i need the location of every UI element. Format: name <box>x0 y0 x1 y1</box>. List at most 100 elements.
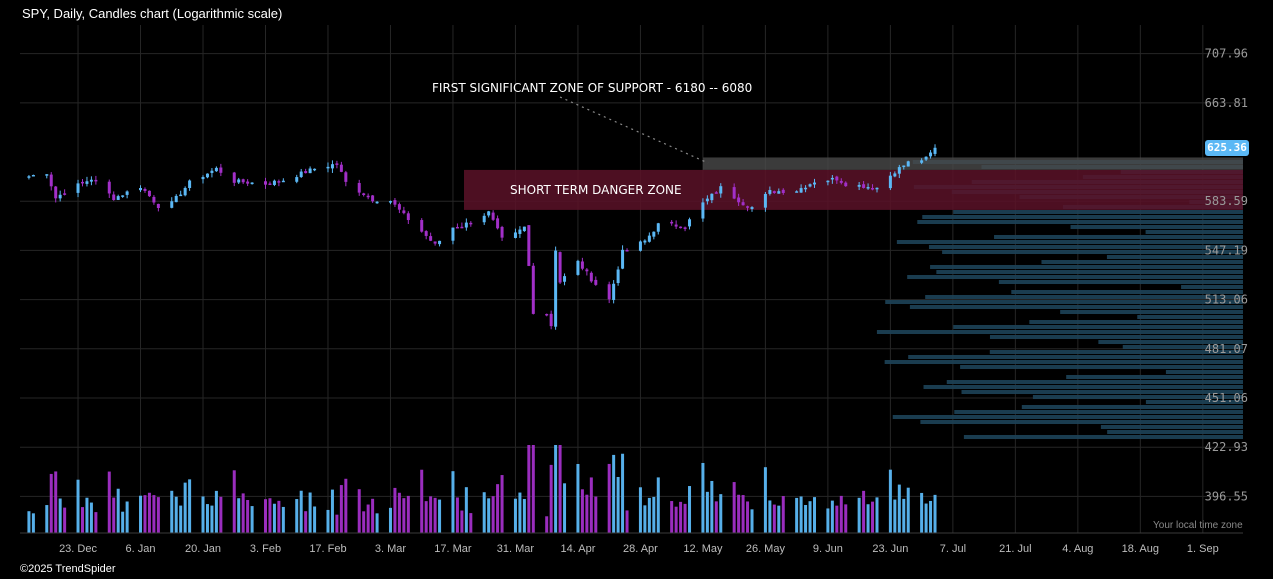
candle-body <box>558 252 562 283</box>
volume-profile-bar <box>1032 395 1243 399</box>
volume-bar <box>763 467 767 533</box>
volume-bar <box>263 499 267 533</box>
volume-bar <box>299 490 303 533</box>
candle-body <box>326 166 330 169</box>
last-price-badge: 625.36 <box>1205 140 1249 157</box>
candle-body <box>741 202 745 206</box>
volume-bar <box>174 496 178 533</box>
volume-bar <box>647 497 651 533</box>
candle-body <box>455 226 459 229</box>
volume-bar <box>656 477 660 533</box>
candle-body <box>652 231 656 237</box>
volume-profile-bar <box>925 295 1243 299</box>
volume-bar <box>170 490 174 533</box>
volume-bar <box>183 482 187 533</box>
volume-bar <box>295 499 299 533</box>
volume-profile-bar <box>1066 375 1243 379</box>
candle-body <box>268 183 272 186</box>
grid-lines <box>20 25 1243 533</box>
volume-bar <box>826 508 830 533</box>
candle-body <box>214 167 218 172</box>
volume-bar <box>862 490 866 533</box>
volume-profile-bar <box>953 325 1243 329</box>
candle-body <box>366 195 370 198</box>
volume-bar <box>714 501 718 533</box>
volume-profile-bar <box>963 435 1243 439</box>
candle-body <box>621 249 625 269</box>
candle-body <box>683 227 687 229</box>
candle-body <box>308 168 312 174</box>
candle-body <box>491 212 495 220</box>
volume-bar <box>272 503 276 533</box>
candle-body <box>612 283 616 300</box>
volume-profile-bar <box>892 415 1243 419</box>
volume-bar <box>54 471 58 533</box>
candle-body <box>375 201 379 204</box>
candle-body <box>433 241 437 244</box>
volume-bar <box>616 476 620 533</box>
candle-body <box>219 167 223 173</box>
candle-body <box>763 193 767 208</box>
timezone-note[interactable]: Your local time zone <box>1153 520 1243 531</box>
support-zone-box <box>703 157 1243 170</box>
candle-body <box>638 241 642 251</box>
volume-bar <box>888 469 892 533</box>
volume-profile-bar <box>994 235 1243 239</box>
candle-body <box>263 181 267 185</box>
candle-body <box>705 198 709 202</box>
candle-body <box>902 165 906 168</box>
candle-body <box>893 173 897 177</box>
volume-bar <box>152 495 156 533</box>
volume-bar <box>777 505 781 533</box>
volume-bar <box>139 495 143 533</box>
candle-body <box>125 191 129 195</box>
candle-body <box>585 269 589 272</box>
volume-bar <box>844 504 848 533</box>
candle-body <box>545 313 549 316</box>
volume-profile-bar <box>876 330 1243 334</box>
volume-bar <box>929 500 933 533</box>
x-axis-ticks: 23. Dec 6. Jan 20. Jan 3. Feb 17. Feb 3. Mar 1… <box>59 543 1219 555</box>
volume-bar <box>607 463 611 533</box>
volume-bar <box>813 497 817 533</box>
volume-bar <box>63 507 67 533</box>
volume-bar <box>920 492 924 533</box>
volume-bar <box>522 498 526 533</box>
volume-profile-bar <box>885 300 1243 304</box>
candle-body <box>330 164 334 169</box>
danger-zone-box <box>464 169 1243 210</box>
volume-bar <box>281 506 285 533</box>
candle-body <box>94 179 98 182</box>
x-tick-label: 28. Apr <box>623 543 658 555</box>
volume-bar <box>866 504 870 533</box>
volume-bar <box>85 497 89 533</box>
x-tick-label: 18. Aug <box>1122 543 1159 555</box>
candle-body <box>866 187 870 189</box>
candle-body <box>344 172 348 182</box>
volume-bar <box>835 505 839 533</box>
candle-body <box>929 152 933 157</box>
volume-profile-bar <box>920 420 1243 424</box>
candle-body <box>871 188 875 190</box>
copyright: ©2025 TrendSpider <box>20 563 116 575</box>
volume-profile-bar <box>1145 230 1243 234</box>
candle-body <box>799 188 803 193</box>
volume-bar <box>402 498 406 533</box>
volume-profile-bar <box>1137 315 1243 319</box>
volume-profile-bar <box>954 410 1243 414</box>
volume-bar <box>652 496 656 533</box>
volume-bar <box>545 516 549 533</box>
candle-body <box>335 163 339 165</box>
volume-bar <box>76 479 80 533</box>
candle-body <box>272 180 276 185</box>
volume-bar <box>580 489 584 533</box>
volume-bar <box>429 496 433 533</box>
candle-body <box>549 313 553 327</box>
candle-body <box>339 164 343 172</box>
volume-bar <box>719 494 723 533</box>
x-tick-label: 3. Feb <box>250 543 281 555</box>
volume-bar <box>330 489 334 533</box>
volume-bar <box>732 482 736 533</box>
volume-bar <box>406 495 410 533</box>
